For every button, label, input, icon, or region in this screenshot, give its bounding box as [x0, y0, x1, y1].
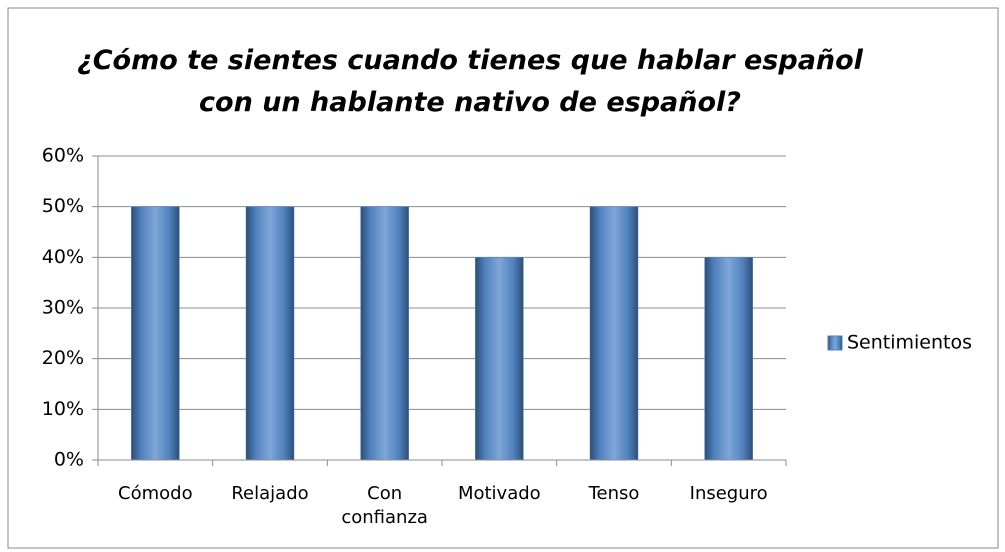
legend-label: Sentimientos	[847, 332, 972, 354]
x-tick-label: Inseguro	[689, 483, 768, 504]
y-tick-label: 30%	[42, 297, 84, 319]
y-tick-label: 60%	[42, 145, 84, 167]
x-tick-label: Relajado	[231, 483, 309, 504]
y-tick-label: 40%	[42, 246, 84, 268]
chart-border	[7, 7, 999, 549]
bar	[475, 257, 524, 461]
y-tick-label: 50%	[42, 195, 84, 217]
x-tick-label: Cómodo	[118, 483, 193, 504]
x-tick-label: Motivado	[457, 483, 541, 504]
bar	[589, 206, 639, 461]
bar	[131, 206, 180, 461]
bar	[245, 206, 295, 461]
y-tick-label: 0%	[54, 449, 84, 471]
y-tick-label: 10%	[42, 398, 84, 420]
legend-swatch	[827, 335, 843, 351]
bar	[704, 257, 753, 461]
x-tick-label: Tenso	[588, 483, 640, 504]
chart-title: ¿Cómo te sientes cuando tienes que habla…	[77, 45, 863, 118]
bar	[360, 206, 409, 461]
x-tick-label: Con confianza	[341, 483, 428, 528]
y-tick-label: 20%	[42, 347, 84, 369]
